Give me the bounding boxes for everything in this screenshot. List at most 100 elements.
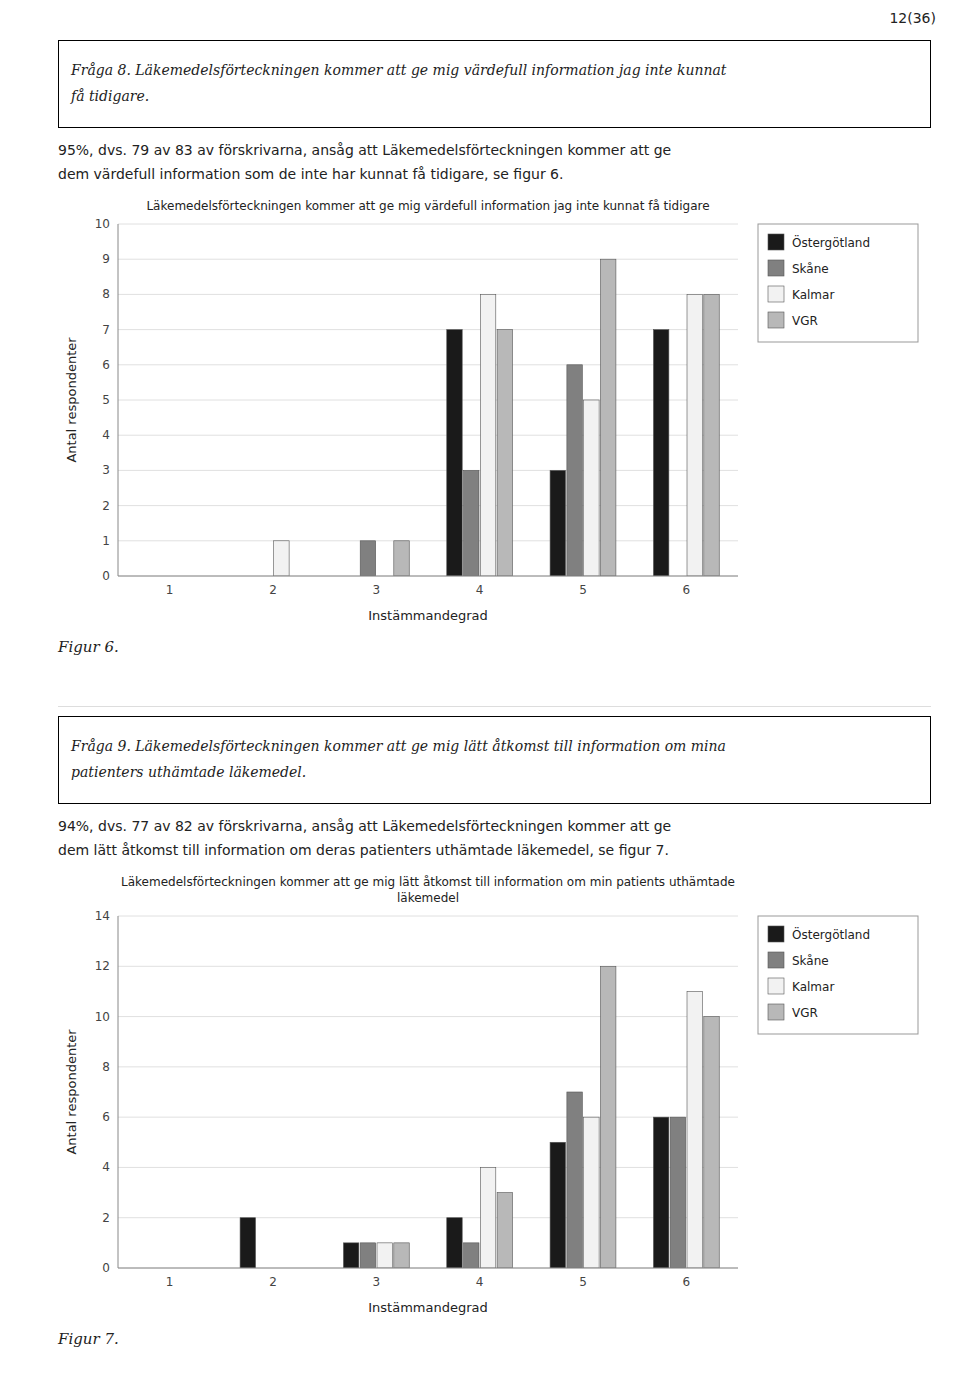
question-line: Fråga 8. Läkemedelsförteckningen kommer …: [71, 57, 918, 83]
question-box: Fråga 8. Läkemedelsförteckningen kommer …: [58, 40, 931, 128]
legend-label: VGR: [792, 1006, 818, 1020]
x-tick-label: 3: [373, 1275, 381, 1289]
bar: [567, 1092, 582, 1268]
chart: 02468101214123456InstämmandegradAntal re…: [58, 906, 931, 1326]
grid-line: [118, 1217, 738, 1218]
y-tick-label: 8: [102, 287, 110, 301]
y-tick-label: 4: [102, 1160, 110, 1174]
body-line: 94%, dvs. 77 av 82 av förskrivarna, anså…: [58, 814, 931, 838]
y-tick-label: 12: [95, 959, 110, 973]
bar: [687, 991, 702, 1268]
legend-frame: [758, 224, 918, 342]
bar: [653, 330, 668, 576]
question-line: patienters uthämtade läkemedel.: [71, 759, 918, 785]
grid-line: [118, 916, 738, 917]
bar: [394, 1243, 409, 1268]
bar: [497, 330, 512, 576]
x-tick-label: 1: [166, 583, 174, 597]
bar: [377, 1243, 392, 1268]
grid-line: [118, 1016, 738, 1017]
section: Fråga 8. Läkemedelsförteckningen kommer …: [58, 40, 931, 656]
body-text: 94%, dvs. 77 av 82 av förskrivarna, anså…: [58, 814, 931, 866]
y-tick-label: 4: [102, 428, 110, 442]
legend-swatch: [768, 234, 784, 250]
chart-title: Läkemedelsförteckningen kommer att ge mi…: [118, 198, 738, 214]
grid-line: [118, 435, 738, 436]
legend-swatch: [768, 978, 784, 994]
legend-label: Kalmar: [792, 288, 834, 302]
grid-line: [118, 1167, 738, 1168]
grid-line: [118, 470, 738, 471]
chart-title: Läkemedelsförteckningen kommer att ge mi…: [118, 874, 738, 906]
y-tick-label: 2: [102, 1211, 110, 1225]
grid-line: [118, 1066, 738, 1067]
legend: Östergötland Skåne Kalmar VGR: [758, 916, 918, 1034]
body-line: dem lätt åtkomst till information om der…: [58, 838, 931, 862]
bar: [447, 1218, 462, 1268]
x-tick-label: 6: [683, 583, 691, 597]
x-tick-label: 5: [579, 583, 587, 597]
legend-label: Skåne: [792, 954, 829, 968]
section: Fråga 9. Läkemedelsförteckningen kommer …: [58, 716, 931, 1348]
y-tick-label: 8: [102, 1060, 110, 1074]
bar: [600, 259, 615, 576]
y-axis: [118, 916, 119, 1268]
y-tick-label: 6: [102, 358, 110, 372]
y-tick-label: 10: [95, 217, 110, 231]
x-tick-label: 4: [476, 583, 484, 597]
x-tick-label: 6: [683, 1275, 691, 1289]
legend-swatch: [768, 926, 784, 942]
bar: [480, 294, 495, 576]
bar: [447, 330, 462, 576]
bar: [343, 1243, 358, 1268]
y-tick-label: 5: [102, 393, 110, 407]
legend-label: Östergötland: [792, 234, 870, 250]
x-tick-label: 3: [373, 583, 381, 597]
y-tick-label: 6: [102, 1110, 110, 1124]
grid-line: [118, 364, 738, 365]
y-tick-label: 7: [102, 323, 110, 337]
bar: [497, 1193, 512, 1268]
body-text: 95%, dvs. 79 av 83 av förskrivarna, anså…: [58, 138, 931, 190]
bar: [704, 1017, 719, 1268]
legend-label: Kalmar: [792, 980, 834, 994]
legend-label: Skåne: [792, 262, 829, 276]
grid-line: [118, 576, 738, 577]
grid-line: [118, 400, 738, 401]
grid-line: [118, 224, 738, 225]
y-axis-label: Antal respondenter: [64, 1029, 79, 1155]
bar: [550, 1142, 565, 1268]
grid-line: [118, 259, 738, 260]
grid-line: [118, 1117, 738, 1118]
y-tick-label: 10: [95, 1010, 110, 1024]
bar: [704, 294, 719, 576]
grid-line: [118, 1268, 738, 1269]
x-tick-label: 2: [269, 1275, 277, 1289]
bar: [584, 400, 599, 576]
bars: [240, 966, 719, 1268]
grid-line: [118, 540, 738, 541]
x-tick-label: 4: [476, 1275, 484, 1289]
x-tick-label: 2: [269, 583, 277, 597]
bar: [464, 1243, 479, 1268]
y-tick-label: 3: [102, 463, 110, 477]
bar: [240, 1218, 255, 1268]
x-axis-label: Instämmandegrad: [368, 608, 488, 623]
legend-swatch: [768, 952, 784, 968]
grid-line: [118, 329, 738, 330]
legend-swatch: [768, 260, 784, 276]
legend: ÖstergötlandSkåneKalmarVGR: [758, 224, 918, 342]
y-tick-label: 14: [95, 909, 110, 923]
bar: [480, 1167, 495, 1268]
bar: [360, 541, 375, 576]
x-axis: [118, 576, 738, 577]
x-tick-label: 1: [166, 1275, 174, 1289]
legend-swatch: [768, 1004, 784, 1020]
legend-label: Östergötland: [792, 926, 870, 942]
grid-line: [118, 505, 738, 506]
body-line: 95%, dvs. 79 av 83 av förskrivarna, anså…: [58, 138, 931, 162]
legend-swatch: [768, 286, 784, 302]
x-axis: [118, 1268, 738, 1269]
y-tick-label: 1: [102, 534, 110, 548]
question-box: Fråga 9. Läkemedelsförteckningen kommer …: [58, 716, 931, 804]
